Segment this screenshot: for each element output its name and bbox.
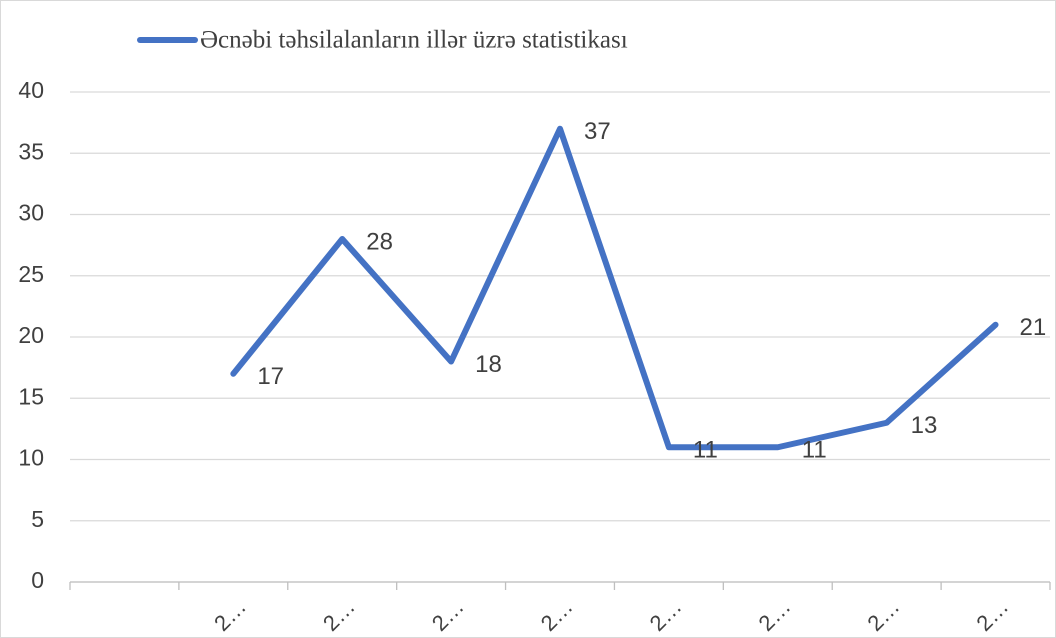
legend-label: Əcnəbi təhsilalanların illər üzrə statis… — [200, 27, 628, 54]
y-tick-label: 15 — [18, 383, 44, 409]
data-label: 13 — [911, 412, 938, 439]
data-label: 21 — [1020, 314, 1047, 341]
data-label: 18 — [475, 351, 502, 378]
y-tick-label: 5 — [31, 506, 44, 532]
data-label: 11 — [693, 437, 718, 464]
y-tick-label: 40 — [18, 77, 44, 103]
data-label: 37 — [584, 118, 611, 145]
y-tick-label: 25 — [18, 261, 44, 287]
y-tick-label: 20 — [18, 322, 44, 348]
data-label: 28 — [366, 228, 393, 255]
series-line — [230, 125, 999, 451]
y-tick-label: 35 — [18, 138, 44, 164]
data-label: 17 — [257, 363, 284, 390]
y-tick-label: 30 — [18, 200, 44, 226]
y-tick-label: 10 — [18, 445, 44, 471]
y-tick-label: 0 — [31, 567, 44, 593]
data-label: 11 — [802, 437, 827, 464]
